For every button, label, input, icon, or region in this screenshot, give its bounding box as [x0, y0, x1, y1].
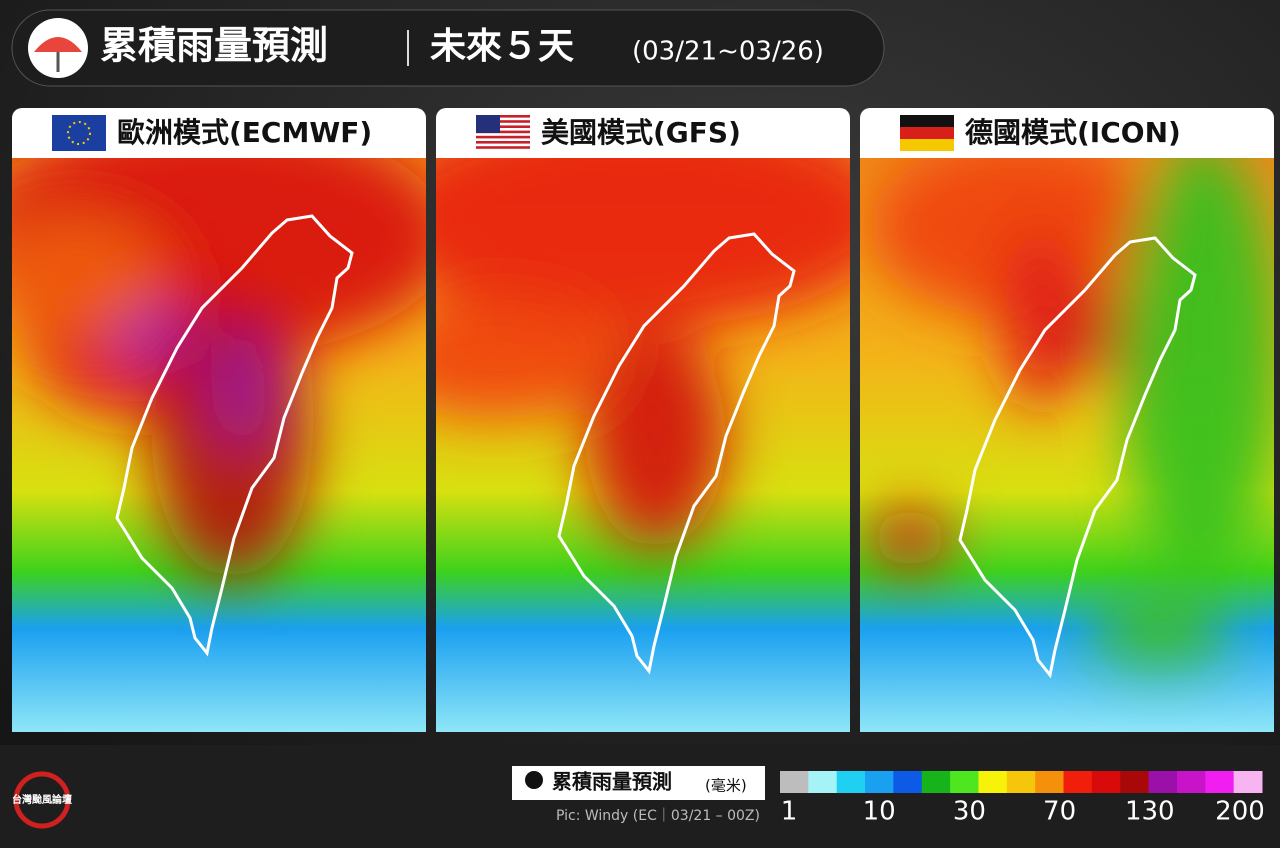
rain-blob: [436, 298, 616, 418]
taiwan-outline: [115, 214, 354, 657]
legend-tick-label: 10: [863, 797, 896, 827]
legend-swatch: [1120, 771, 1150, 793]
panel-label: 美國模式(GFS): [541, 116, 741, 149]
flag-stripe: [476, 146, 530, 149]
legend-swatch: [1233, 771, 1263, 793]
rain-icon: [525, 771, 543, 789]
taiwan-outline: [958, 236, 1197, 679]
legend-swatch: [1148, 771, 1178, 793]
legend-tick-label: 130: [1125, 797, 1175, 827]
rain-map: [436, 158, 850, 732]
color-legend: 1 10 30 70 130 200: [780, 771, 1265, 827]
flag-stars: [67, 121, 91, 145]
rain-blob: [212, 328, 272, 448]
panel-label: 德國模式(ICON): [965, 116, 1181, 149]
rain-blob: [1120, 158, 1274, 578]
legend-swatch: [1091, 771, 1121, 793]
flag-stripe: [476, 130, 530, 134]
rain-blobs: [12, 158, 426, 578]
legend-tick-label: 70: [1043, 797, 1076, 827]
legend-swatch: [780, 771, 809, 793]
legend-swatch: [1176, 771, 1206, 793]
taiwan-outline: [557, 232, 796, 675]
header-bar: [11, 9, 885, 87]
flag-stripe: [476, 135, 530, 139]
flag-stripe: [476, 120, 530, 123]
legend-swatch: [893, 771, 923, 793]
legend-swatch: [978, 771, 1008, 793]
flag-stripe: [476, 141, 530, 144]
flag-canton: [476, 115, 500, 133]
rain-map: [860, 158, 1274, 732]
flag-band: [900, 127, 954, 139]
model-panel: 德國模式(ICON): [860, 108, 1274, 732]
rain-map: [12, 158, 426, 732]
flag-band: [900, 115, 954, 127]
legend-title: 累積雨量預測: [552, 770, 672, 794]
panels: 歐洲模式(ECMWF) 美國模式(GFS) 德國模式(ICON): [12, 108, 1274, 732]
legend-unit: (毫米): [705, 777, 747, 795]
umbrella-icon: [34, 37, 82, 52]
rain-blob: [436, 158, 850, 328]
panel-header-base: [12, 140, 426, 158]
rain-blob: [586, 328, 726, 548]
panel-label: 歐洲模式(ECMWF): [117, 116, 372, 149]
flag-stripe: [476, 125, 530, 128]
legend-swatch: [808, 771, 838, 793]
rain-blob: [870, 508, 950, 568]
panel-header-base: [860, 140, 1274, 158]
legend-swatch: [865, 771, 894, 793]
legend-title-box: [512, 766, 765, 800]
source-credit: Pic: Windy (EC｜03/21 – 00Z): [556, 808, 760, 824]
header-title: 累積雨量預測: [100, 24, 328, 68]
logo-ring: [13, 771, 71, 829]
legend-tick-label: 1: [781, 797, 798, 827]
legend-swatch: [1035, 771, 1065, 793]
rain-blob: [12, 218, 162, 338]
legend-swatch: [1006, 771, 1036, 793]
flag-stripe: [476, 115, 530, 118]
rain-blob: [1000, 228, 1080, 408]
legend-tick-label: 200: [1215, 797, 1265, 827]
logo-text: 台灣颱風論壇: [12, 793, 72, 806]
model-panel: 歐洲模式(ECMWF): [12, 108, 426, 732]
header-date-range: (03/21~03/26): [632, 37, 824, 67]
legend-swatch: [921, 771, 951, 793]
legend-swatch: [1063, 771, 1093, 793]
flag-band: [900, 139, 954, 151]
rain-blobs: [436, 158, 850, 548]
legend-tick-label: 30: [953, 797, 986, 827]
model-panel: 美國模式(GFS): [436, 108, 850, 732]
panel-header-base: [436, 140, 850, 158]
legend-swatch: [1205, 771, 1235, 793]
flag-eu: [52, 115, 106, 151]
rain-blob: [1090, 588, 1230, 668]
legend-swatch: [950, 771, 979, 793]
legend-swatch: [836, 771, 866, 793]
header-subtitle: 未來５天: [430, 26, 574, 67]
